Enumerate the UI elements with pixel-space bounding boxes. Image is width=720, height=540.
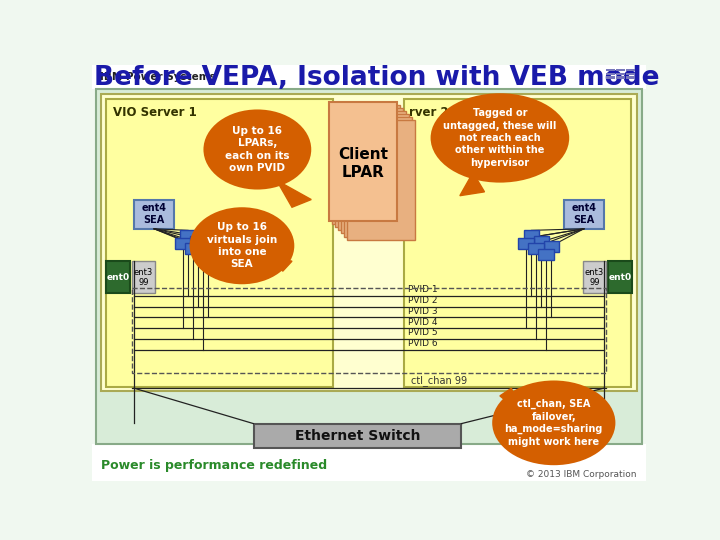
Text: PVID 3: PVID 3 <box>408 307 437 316</box>
Bar <box>185 244 200 254</box>
Text: Power is performance redefined: Power is performance redefined <box>101 458 327 472</box>
Bar <box>132 288 606 373</box>
Bar <box>404 99 631 387</box>
Bar <box>134 200 174 229</box>
Text: IBM Power Systems: IBM Power Systems <box>99 72 215 82</box>
Bar <box>344 117 412 237</box>
Bar <box>564 200 604 229</box>
Polygon shape <box>500 388 519 411</box>
Bar <box>329 102 397 221</box>
Bar <box>626 72 634 75</box>
Bar <box>175 238 190 249</box>
Text: PVID 2: PVID 2 <box>408 296 437 305</box>
Bar <box>92 444 647 481</box>
Bar <box>626 76 634 79</box>
Polygon shape <box>460 173 485 195</box>
Bar <box>92 65 647 90</box>
Bar <box>528 244 544 254</box>
Text: Ethernet Switch: Ethernet Switch <box>294 429 420 443</box>
Text: PVID 6: PVID 6 <box>408 339 437 348</box>
Text: ent0: ent0 <box>608 273 631 282</box>
Bar <box>332 105 400 224</box>
Polygon shape <box>269 257 292 271</box>
Bar <box>253 423 462 448</box>
Text: © 2013 IBM Corporation: © 2013 IBM Corporation <box>526 470 637 479</box>
Ellipse shape <box>492 381 616 465</box>
Bar <box>616 69 625 71</box>
Text: ctl_chan, SEA
failover,
ha_mode=sharing
might work here: ctl_chan, SEA failover, ha_mode=sharing … <box>505 399 603 447</box>
Ellipse shape <box>204 110 311 190</box>
Text: PVID 1: PVID 1 <box>408 285 437 294</box>
Bar <box>534 236 549 247</box>
Bar <box>341 114 409 233</box>
Text: ent3
99: ent3 99 <box>134 268 153 287</box>
Text: VIO Server 1: VIO Server 1 <box>113 106 197 119</box>
Text: PVID 4: PVID 4 <box>408 318 437 327</box>
Bar <box>132 261 155 293</box>
Text: ent4
SEA: ent4 SEA <box>142 204 166 225</box>
Bar <box>335 108 403 227</box>
Bar <box>626 69 634 71</box>
Bar <box>606 72 615 75</box>
Polygon shape <box>276 180 311 207</box>
Ellipse shape <box>189 207 294 284</box>
Bar <box>539 249 554 260</box>
Bar <box>180 231 196 241</box>
Text: Up to 16
LPARs,
each on its
own PVID: Up to 16 LPARs, each on its own PVID <box>225 126 289 173</box>
Text: ent3
99: ent3 99 <box>585 268 604 287</box>
Text: Before VEPA, Isolation with VEB mode: Before VEPA, Isolation with VEB mode <box>94 65 660 91</box>
Bar <box>523 231 539 241</box>
Bar <box>200 241 216 252</box>
Bar <box>616 76 625 79</box>
Bar <box>338 111 406 231</box>
Text: Tagged or
untagged, these will
not reach each
other within the
hypervisor: Tagged or untagged, these will not reach… <box>444 108 557 168</box>
Text: rver 2: rver 2 <box>409 106 449 119</box>
Bar <box>606 76 615 79</box>
Bar <box>616 72 625 75</box>
Ellipse shape <box>431 93 570 183</box>
Bar <box>107 261 130 293</box>
Bar <box>583 261 606 293</box>
Bar <box>190 236 206 247</box>
Bar <box>544 241 559 252</box>
Text: ent4
SEA: ent4 SEA <box>572 204 596 225</box>
Bar <box>606 69 615 71</box>
Text: Client
LPAR: Client LPAR <box>338 147 388 180</box>
Bar <box>195 249 210 260</box>
Bar <box>96 90 642 444</box>
Bar <box>608 261 631 293</box>
Bar <box>106 99 333 387</box>
Text: ent0: ent0 <box>107 273 130 282</box>
Text: PVID 5: PVID 5 <box>408 328 437 338</box>
Text: Up to 16
virtuals join
into one
SEA: Up to 16 virtuals join into one SEA <box>207 222 277 269</box>
Bar <box>101 94 637 390</box>
Bar <box>518 238 534 249</box>
Text: ctl_chan 99: ctl_chan 99 <box>411 375 467 386</box>
Bar <box>348 120 415 240</box>
